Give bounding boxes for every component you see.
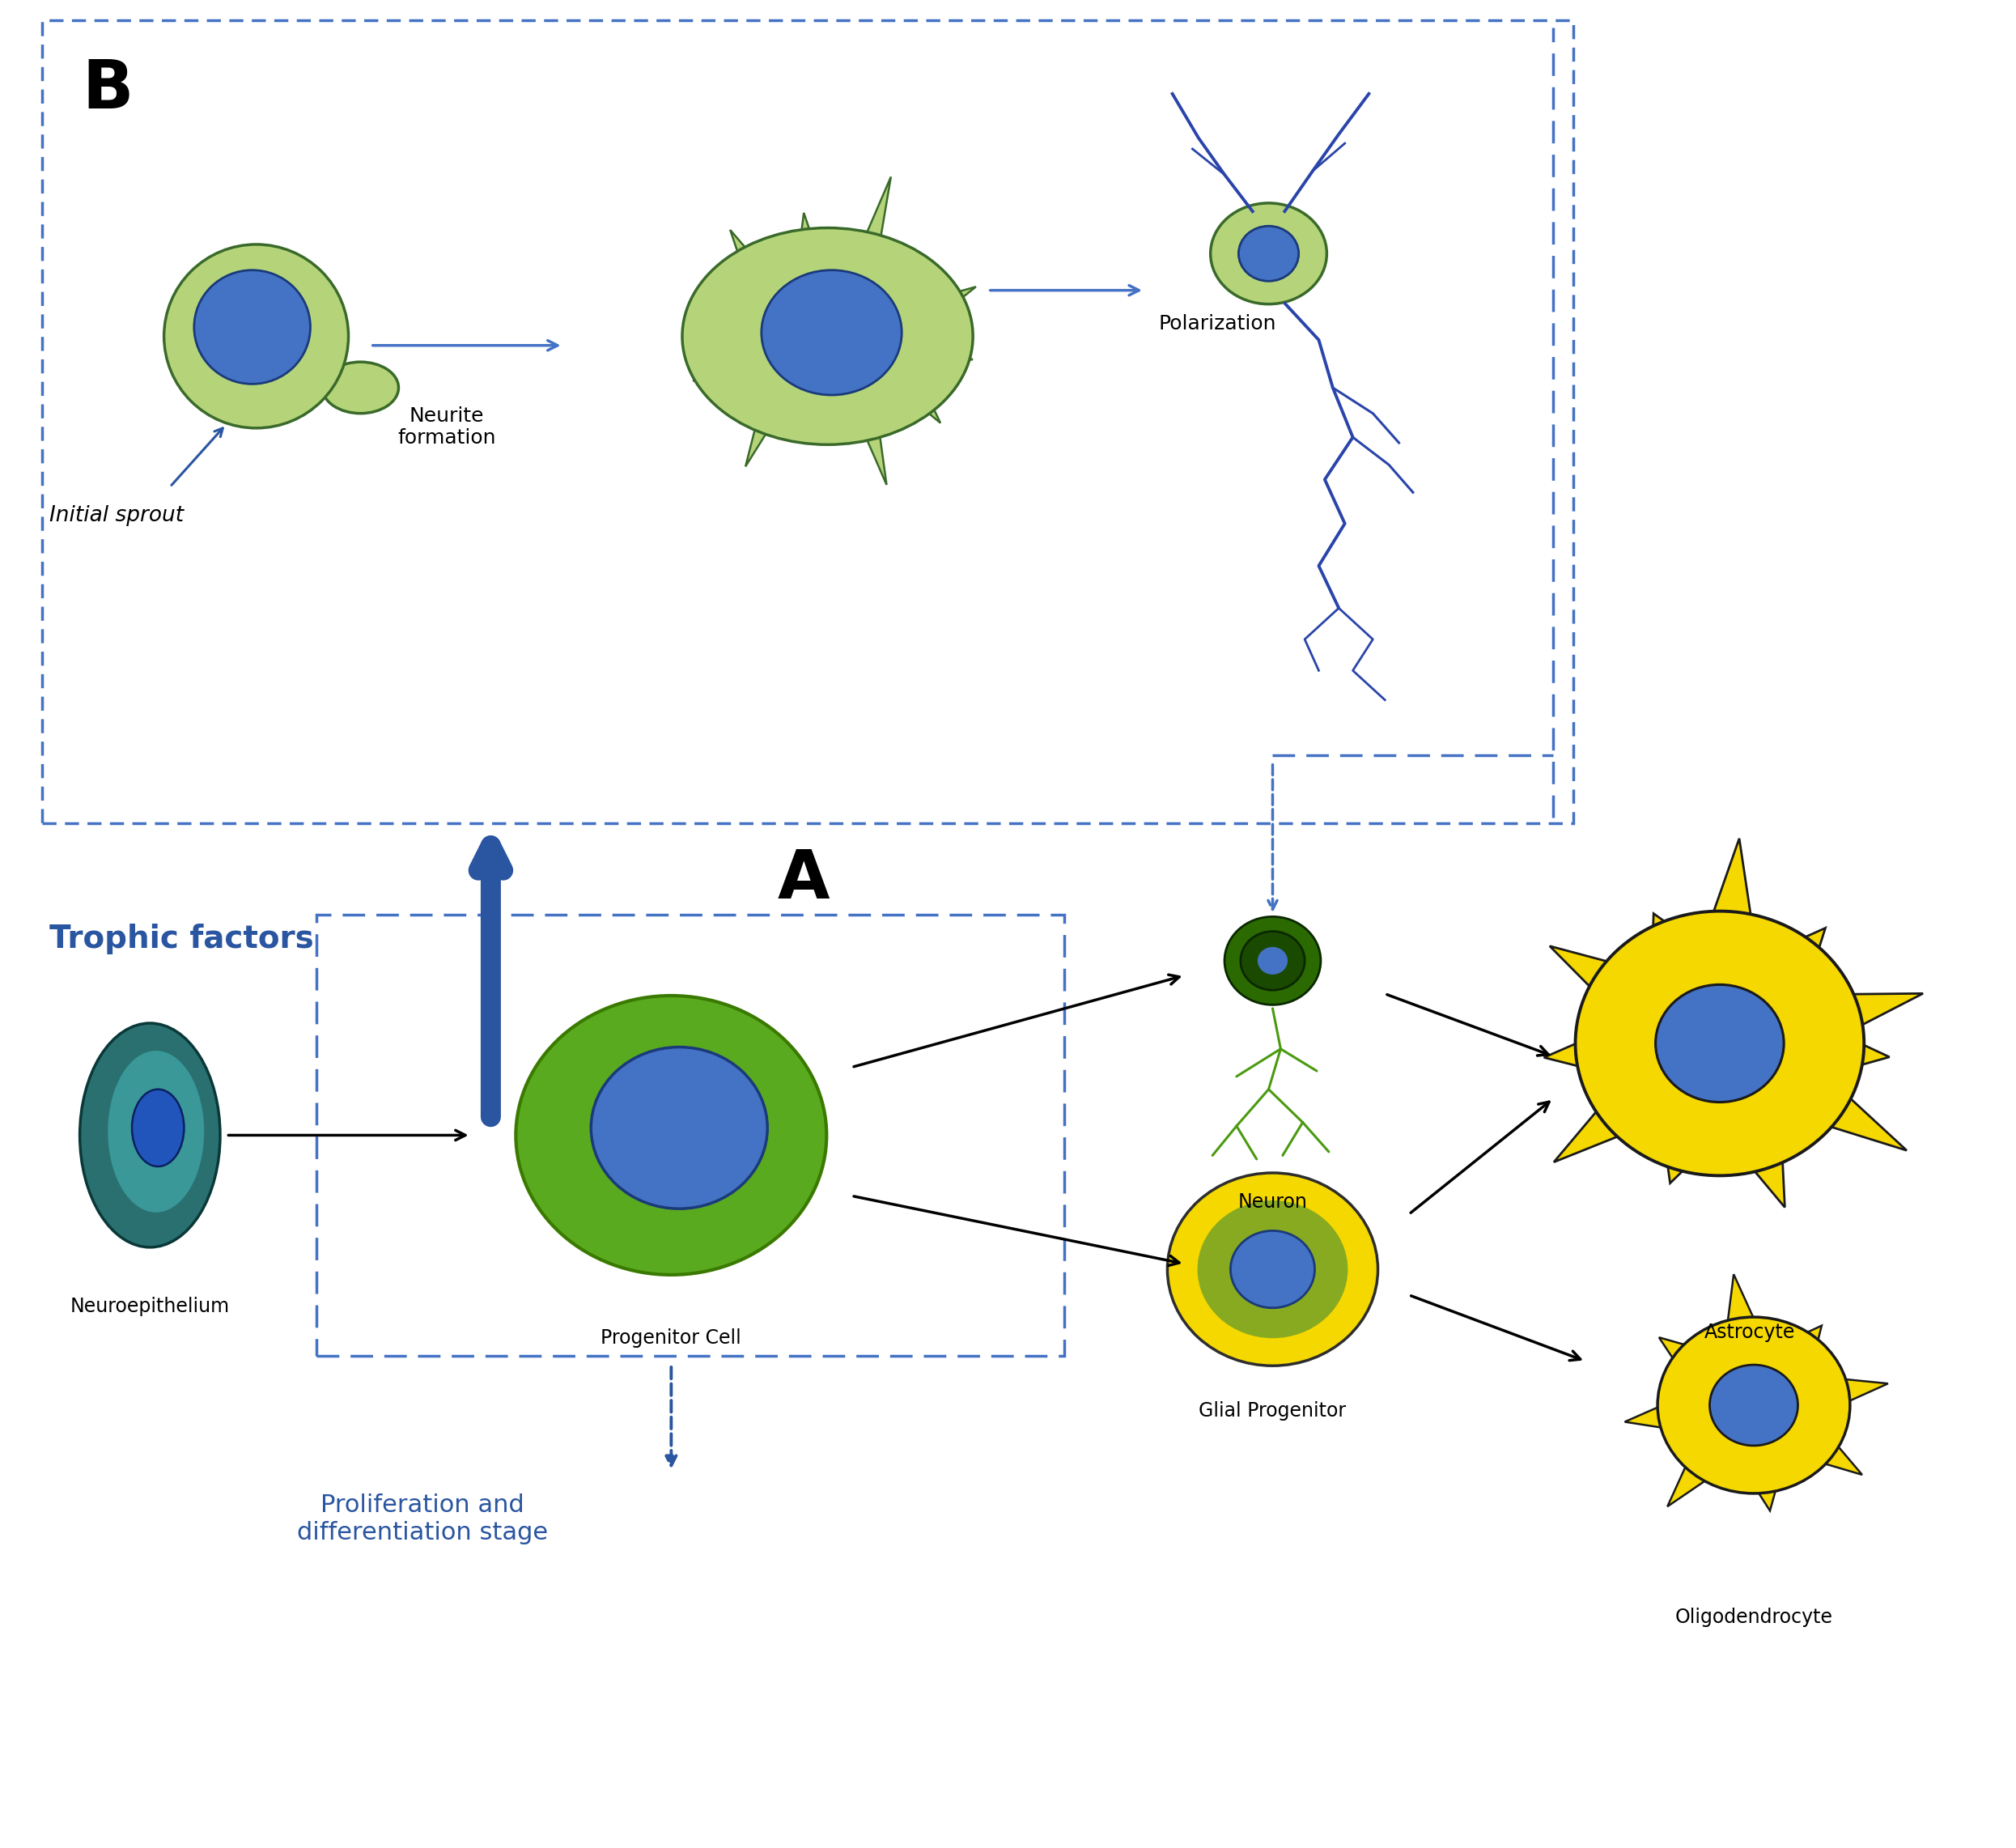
Ellipse shape (1710, 1366, 1798, 1445)
Ellipse shape (163, 244, 349, 429)
Ellipse shape (681, 227, 974, 445)
Text: A: A (778, 846, 831, 913)
Polygon shape (1816, 1377, 1889, 1412)
Ellipse shape (1198, 1201, 1349, 1338)
Polygon shape (933, 340, 962, 360)
Polygon shape (855, 405, 887, 484)
Polygon shape (1554, 1079, 1657, 1162)
Polygon shape (746, 397, 782, 466)
Bar (42, 20, 1572, 822)
Ellipse shape (131, 1088, 183, 1166)
Ellipse shape (1230, 1231, 1314, 1308)
Ellipse shape (194, 270, 310, 384)
Polygon shape (798, 213, 818, 262)
Polygon shape (1818, 1026, 1889, 1077)
Text: Proliferation and
differentiation stage: Proliferation and differentiation stage (296, 1493, 548, 1545)
Ellipse shape (1244, 935, 1300, 987)
Ellipse shape (516, 996, 827, 1275)
Ellipse shape (1167, 1173, 1377, 1366)
Text: Initial sprout: Initial sprout (50, 505, 183, 527)
Text: Neurite
formation: Neurite formation (397, 407, 496, 447)
Polygon shape (1810, 994, 1923, 1044)
Ellipse shape (81, 1024, 220, 1247)
Text: B: B (83, 57, 133, 122)
Ellipse shape (762, 270, 901, 395)
Text: Neuron: Neuron (1238, 1192, 1308, 1212)
Polygon shape (1798, 1425, 1863, 1475)
Text: Oligodendrocyte: Oligodendrocyte (1675, 1608, 1833, 1626)
Ellipse shape (1574, 911, 1865, 1175)
Polygon shape (855, 177, 891, 268)
Polygon shape (1659, 1338, 1714, 1382)
Ellipse shape (1238, 225, 1298, 281)
Ellipse shape (1655, 985, 1784, 1101)
Polygon shape (927, 286, 976, 320)
Ellipse shape (1224, 917, 1320, 1005)
Text: Neuroepithelium: Neuroepithelium (71, 1297, 230, 1316)
Polygon shape (1728, 1122, 1784, 1207)
Ellipse shape (323, 362, 399, 414)
Text: Polarization: Polarization (1159, 314, 1276, 334)
Ellipse shape (109, 1052, 204, 1212)
Text: Progenitor Cell: Progenitor Cell (601, 1329, 742, 1347)
Polygon shape (1744, 1464, 1782, 1510)
Polygon shape (1661, 1124, 1716, 1183)
Polygon shape (1651, 913, 1702, 970)
Ellipse shape (1240, 931, 1304, 991)
Bar (317, 915, 1064, 1356)
Ellipse shape (1258, 946, 1288, 974)
Polygon shape (1702, 839, 1756, 954)
Text: Glial Progenitor: Glial Progenitor (1200, 1401, 1347, 1421)
Ellipse shape (591, 1048, 768, 1209)
Polygon shape (905, 379, 939, 423)
Text: Trophic factors: Trophic factors (50, 924, 314, 954)
Polygon shape (1625, 1395, 1689, 1432)
Polygon shape (1724, 1275, 1764, 1347)
Polygon shape (1780, 1325, 1822, 1368)
Polygon shape (730, 229, 766, 283)
Polygon shape (933, 340, 972, 360)
Polygon shape (1550, 946, 1649, 1016)
Text: Astrocyte: Astrocyte (1704, 1323, 1794, 1342)
Polygon shape (694, 353, 728, 381)
Ellipse shape (1210, 203, 1327, 305)
Polygon shape (1790, 1070, 1907, 1151)
Ellipse shape (1657, 1318, 1851, 1493)
Polygon shape (1544, 1026, 1621, 1077)
Polygon shape (1667, 1443, 1728, 1506)
Polygon shape (1764, 928, 1824, 989)
